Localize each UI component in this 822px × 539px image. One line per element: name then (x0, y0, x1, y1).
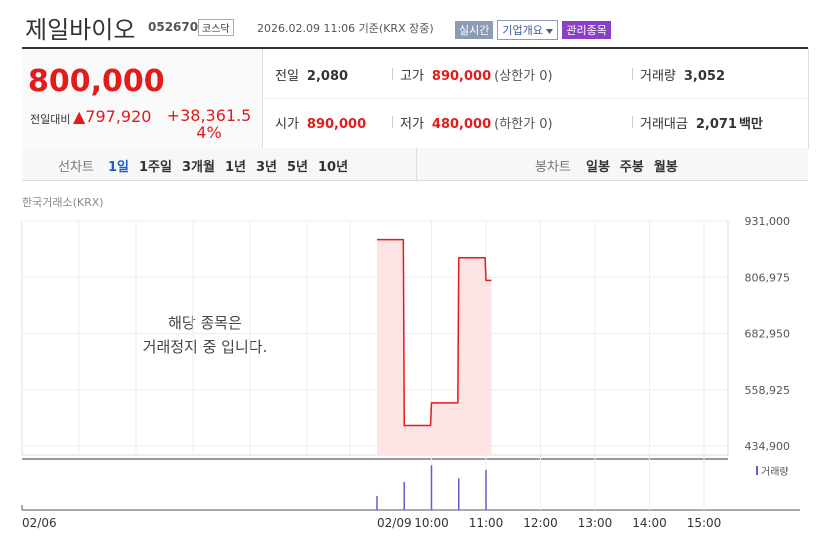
header-buttons: 실시간 기업개요 관리종목 (455, 19, 615, 40)
volume-legend-swatch (756, 466, 758, 475)
stat-unit: 백만 (738, 117, 763, 132)
change-label: 전일대비 (30, 113, 71, 126)
y-tick-label: 682,950 (745, 328, 791, 341)
stat-value: 890,000 (306, 117, 367, 132)
y-tick-label: 931,000 (745, 215, 791, 228)
dropdown-icon (546, 29, 554, 34)
stat-label: 거래대금 (640, 117, 688, 132)
stat-label: 시가 (275, 117, 299, 132)
stat-value: 2,080 (306, 69, 349, 84)
market-badge: 코스닥 (198, 19, 234, 36)
candle-chart-tab: 봉차트 (535, 160, 571, 175)
stock-code: 052670 (148, 20, 199, 34)
company-label: 기업개요 (502, 24, 543, 37)
stat-value: 3,052 (683, 69, 726, 84)
change-rate: +38,361.54% (166, 106, 252, 142)
change: ▲797,920 (73, 107, 152, 126)
notice-line: 거래정지 중 입니다. (143, 338, 268, 356)
tab-bar (22, 148, 808, 181)
header-rule (22, 47, 808, 49)
stat: 거래대금 2,071 백만 (640, 113, 763, 132)
volume-legend: 거래량 (761, 466, 789, 478)
stat-note: (하한가 0) (494, 117, 553, 132)
line-chart-tab: 선차트 (58, 160, 94, 175)
stat-label: 고가 (400, 69, 424, 84)
stat-value: 2,071 (695, 117, 737, 132)
stat-divider (632, 68, 633, 80)
stat-value: 890,000 (431, 69, 492, 84)
stat: 전일 2,080 (275, 65, 348, 84)
period-tabs: 1일 1주일 3개월 1년 3년 5년 10년 (108, 156, 358, 175)
x-tick-label: 15:00 (687, 516, 722, 530)
period-tab[interactable]: 1주일 (139, 160, 172, 175)
candle-tab[interactable]: 월봉 (653, 160, 678, 175)
timestamp: 2026.02.09 11:06 기준(KRX 장중) (257, 22, 434, 35)
period-tab[interactable]: 3개월 (181, 160, 215, 175)
stat-label: 전일 (275, 69, 299, 84)
candle-tab[interactable]: 주봉 (619, 160, 644, 175)
stat: 저가 480,000 (하한가 0) (400, 113, 553, 132)
candle-tab[interactable]: 일봉 (586, 160, 610, 175)
stat-note: (상한가 0) (494, 69, 553, 84)
tab-divider (416, 148, 417, 180)
stat: 거래량 3,052 (640, 65, 725, 84)
x-tick-label: 02/09 (377, 516, 412, 530)
stat: 고가 890,000 (상한가 0) (400, 65, 553, 84)
period-tab[interactable]: 1년 (224, 160, 246, 175)
stat-divider (632, 116, 633, 128)
chart-source: 한국거래소(KRX) (22, 196, 104, 209)
period-tab[interactable]: 1일 (108, 160, 130, 175)
stat: 시가 890,000 (275, 113, 366, 132)
company-button[interactable]: 기업개요 (497, 20, 559, 40)
x-tick-label: 14:00 (632, 516, 667, 530)
x-tick-label: 10:00 (414, 516, 449, 530)
period-tab[interactable]: 10년 (318, 160, 349, 175)
price-line (377, 238, 492, 427)
y-tick-label: 558,925 (745, 384, 791, 397)
price: 800,000 (28, 64, 165, 99)
x-tick-label: 13:00 (578, 516, 613, 530)
x-tick-label: 12:00 (523, 516, 558, 530)
managed-button[interactable]: 관리종목 (562, 21, 611, 39)
x-tick-label: 11:00 (469, 516, 504, 530)
price-area (377, 239, 492, 455)
y-tick-label: 434,900 (745, 440, 791, 453)
candle-tabs: 일봉 주봉 월봉 (586, 156, 688, 175)
period-tab[interactable]: 5년 (286, 160, 308, 175)
x-tick-label: 02/06 (22, 516, 57, 530)
period-tab[interactable]: 3년 (255, 160, 277, 175)
plot-frame (21, 220, 729, 456)
stat-label: 거래량 (640, 69, 676, 84)
stat-rule (262, 98, 808, 99)
stat-divider (392, 68, 393, 80)
stock-name: 제일바이오 (25, 16, 136, 44)
notice-line: 해당 종목은 (168, 314, 242, 332)
y-tick-label: 806,975 (745, 271, 791, 284)
realtime-button[interactable]: 실시간 (455, 21, 494, 39)
stat-divider (392, 116, 393, 128)
stat-label: 저가 (400, 117, 424, 132)
stat-value: 480,000 (431, 117, 492, 132)
